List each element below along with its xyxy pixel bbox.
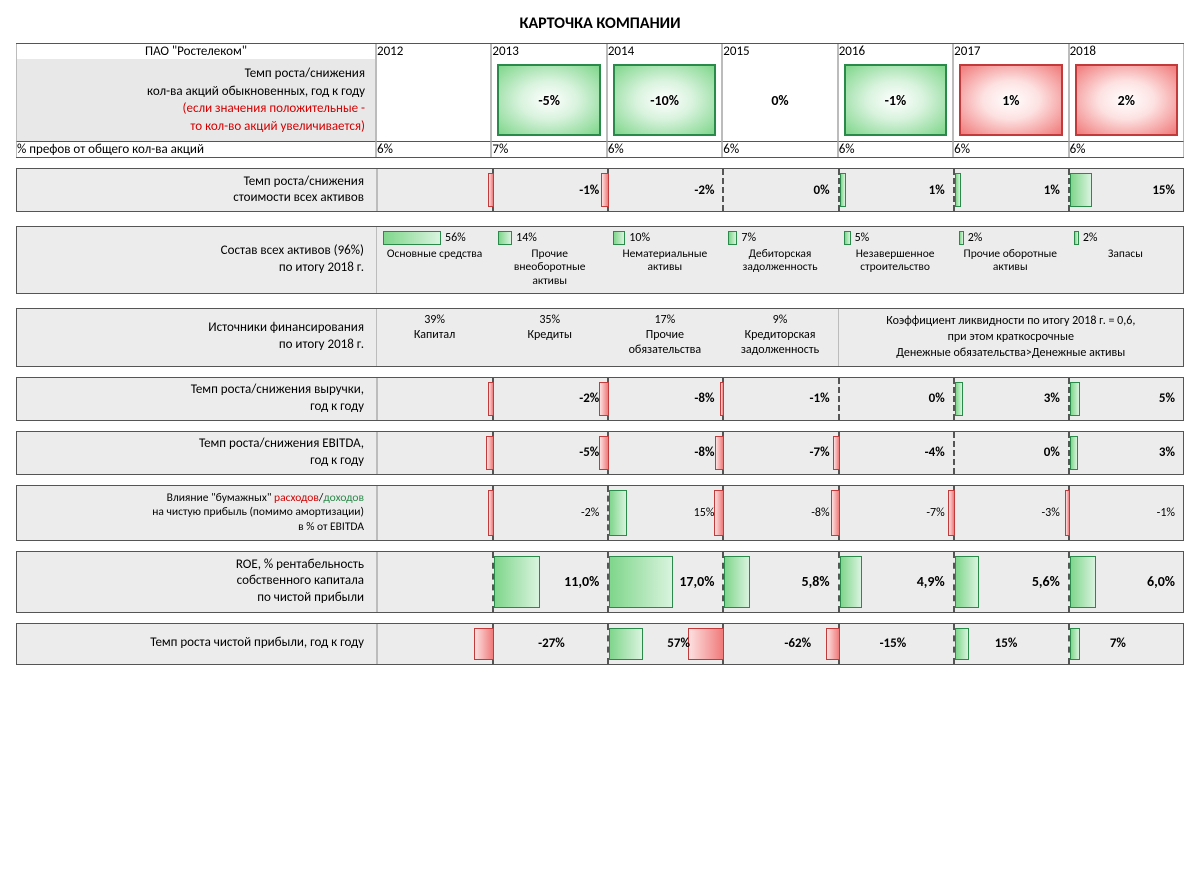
year-header: 2014 <box>607 44 722 59</box>
fin-source-item: 35%Кредиты <box>492 309 607 366</box>
metric-cell: -2% <box>492 378 607 420</box>
year-header: 2012 <box>376 44 491 59</box>
metric-cell: 3% <box>1068 432 1183 474</box>
asset-component: 5% Незавершенное строительство <box>838 227 953 293</box>
metric-cell: -8% <box>607 432 722 474</box>
metric-cell <box>377 169 492 211</box>
shares-growth-cell: -5% <box>491 59 606 141</box>
metric-cell <box>377 486 492 540</box>
prefs-cell: 6% <box>607 141 722 157</box>
row-label: Темп роста/снижения EBITDA,год к году <box>17 432 377 474</box>
metric-cell: 0% <box>838 378 953 420</box>
prefs-cell: 6% <box>838 141 953 157</box>
metric-cell: -7% <box>838 486 953 540</box>
shares-growth-cell: -10% <box>607 59 722 141</box>
metric-cell: 1% <box>953 169 1068 211</box>
shares-growth-cell: -1% <box>838 59 953 141</box>
company-header: ПАО "Ростелеком" <box>16 44 376 59</box>
roe-row: ROE, % рентабельностьсобственного капита… <box>16 551 1184 613</box>
metric-cell: 5% <box>1068 378 1183 420</box>
netprofit-cell: -27% <box>492 624 607 664</box>
assets-comp-label: Состав всех активов (96%)по итогу 2018 г… <box>17 227 377 293</box>
paper-influence-row: Влияние "бумажных" расходов/доходов на ч… <box>16 485 1184 541</box>
financing-sources-row: Источники финансированияпо итогу 2018 г.… <box>16 308 1184 367</box>
prefs-cell: 6% <box>722 141 837 157</box>
prefs-cell: 7% <box>491 141 606 157</box>
netprofit-cell: -62% <box>722 624 837 664</box>
netprofit-growth-row: Темп роста чистой прибыли, год к году -27… <box>16 623 1184 665</box>
header-table: ПАО "Ростелеком"201220132014201520162017… <box>16 43 1184 158</box>
metric-cell: -4% <box>838 432 953 474</box>
shares-growth-cell <box>376 59 491 141</box>
year-header: 2018 <box>1069 44 1184 59</box>
metric-cell: 15% <box>607 486 722 540</box>
metric-cell: -3% <box>953 486 1068 540</box>
fin-source-item: 17%Прочие обязательства <box>607 309 722 366</box>
ebitda-growth-row: Темп роста/снижения EBITDA,год к году -5… <box>16 431 1184 475</box>
shares-growth-label: Темп роста/снижения кол-ва акций обыкнов… <box>16 59 376 141</box>
asset-component: 14% Прочие внеоборотные активы <box>492 227 607 293</box>
metric-cell: -8% <box>722 486 837 540</box>
row-label: Темп роста/снижения выручки,год к году <box>17 378 377 420</box>
metric-cell <box>377 378 492 420</box>
metric-cell: 0% <box>722 169 837 211</box>
metric-cell: -1% <box>722 378 837 420</box>
roe-cell: 6,0% <box>1068 552 1183 612</box>
roe-cell: 11,0% <box>492 552 607 612</box>
roe-cell: 17,0% <box>607 552 722 612</box>
roe-cell: 4,9% <box>838 552 953 612</box>
metric-cell: -2% <box>607 169 722 211</box>
row-label: Темп роста/снижениястоимости всех активо… <box>17 169 377 211</box>
asset-component: 2% Прочие оборотные активы <box>953 227 1068 293</box>
metric-cell: -8% <box>607 378 722 420</box>
metric-cell: 0% <box>953 432 1068 474</box>
roe-label: ROE, % рентабельностьсобственного капита… <box>17 552 377 612</box>
prefs-label: % префов от общего кол-ва акций <box>16 141 376 157</box>
year-header: 2016 <box>838 44 953 59</box>
prefs-cell: 6% <box>953 141 1068 157</box>
shares-growth-cell: 2% <box>1069 59 1184 141</box>
year-header: 2015 <box>722 44 837 59</box>
shares-growth-cell: 0% <box>722 59 837 141</box>
liquidity-note: Коэффициент ликвидности по итогу 2018 г.… <box>838 309 1183 366</box>
netprofit-cell: -15% <box>838 624 953 664</box>
metric-cell: 1% <box>838 169 953 211</box>
metric-cell: 3% <box>953 378 1068 420</box>
asset-component: 2% Запасы <box>1068 227 1183 293</box>
fin-source-item: 39%Капитал <box>377 309 492 366</box>
metric-cell: -1% <box>492 169 607 211</box>
metric-cell <box>377 432 492 474</box>
fin-sources-label: Источники финансированияпо итогу 2018 г. <box>17 309 377 366</box>
metric-cell: -2% <box>492 486 607 540</box>
prefs-cell: 6% <box>376 141 491 157</box>
metric-cell: -1% <box>1068 486 1183 540</box>
prefs-cell: 6% <box>1069 141 1184 157</box>
netprofit-label: Темп роста чистой прибыли, год к году <box>17 624 377 664</box>
fin-source-item: 9%Кредиторская задолженность <box>722 309 837 366</box>
netprofit-cell: 15% <box>953 624 1068 664</box>
row-label: Влияние "бумажных" расходов/доходов на ч… <box>17 486 377 540</box>
assets-growth-row: Темп роста/снижениястоимости всех активо… <box>16 168 1184 212</box>
page-title: КАРТОЧКА КОМПАНИИ <box>16 14 1184 33</box>
roe-cell: 5,8% <box>722 552 837 612</box>
metric-cell: -5% <box>492 432 607 474</box>
metric-cell: 15% <box>1068 169 1183 211</box>
asset-component: 10% Нематериальные активы <box>607 227 722 293</box>
roe-cell: 5,6% <box>953 552 1068 612</box>
assets-composition-row: Состав всех активов (96%)по итогу 2018 г… <box>16 226 1184 294</box>
roe-cell <box>377 552 492 612</box>
asset-component: 56% Основные средства <box>377 227 492 293</box>
netprofit-cell: 7% <box>1068 624 1183 664</box>
year-header: 2017 <box>953 44 1068 59</box>
asset-component: 7% Дебиторская задолженность <box>722 227 837 293</box>
metric-cell: -7% <box>722 432 837 474</box>
shares-growth-cell: 1% <box>953 59 1068 141</box>
revenue-growth-row: Темп роста/снижения выручки,год к году -… <box>16 377 1184 421</box>
year-header: 2013 <box>491 44 606 59</box>
